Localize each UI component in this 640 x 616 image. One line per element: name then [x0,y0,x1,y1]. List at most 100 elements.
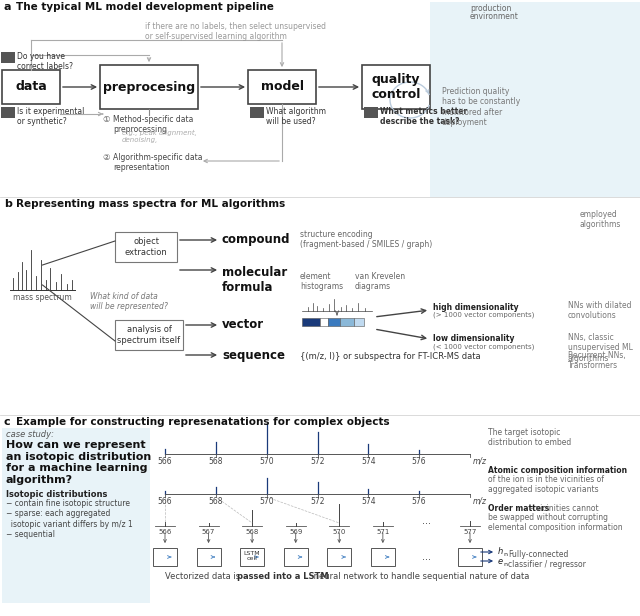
Text: Is it experimental
or synthetic?: Is it experimental or synthetic? [17,107,84,126]
Text: e: e [498,556,503,565]
Text: mass spectrum: mass spectrum [13,293,72,302]
Text: passed into a LSTM: passed into a LSTM [237,572,328,581]
Text: environment: environment [470,12,519,21]
FancyBboxPatch shape [302,318,320,326]
Text: 572: 572 [310,497,324,506]
FancyBboxPatch shape [248,70,316,104]
FancyBboxPatch shape [100,65,198,109]
Text: NNs, classic
unsupervised ML
algorithms: NNs, classic unsupervised ML algorithms [568,333,633,363]
Text: Q2: Q2 [3,54,13,60]
Text: m/z: m/z [473,497,487,506]
Text: (< 1000 vector components): (< 1000 vector components) [433,343,534,349]
FancyBboxPatch shape [2,70,60,104]
FancyBboxPatch shape [362,65,430,109]
FancyBboxPatch shape [2,428,150,603]
Text: a: a [4,2,12,12]
Text: 568: 568 [246,529,259,535]
Text: analysis of
spectrum itself: analysis of spectrum itself [117,325,180,345]
Text: Method-specific data
preprocessing: Method-specific data preprocessing [113,115,193,134]
Text: 577: 577 [463,529,477,535]
FancyBboxPatch shape [371,548,395,566]
Text: case study:: case study: [6,430,54,439]
Text: − contain fine isotopic structure
− sparse: each aggregated
  isotopic variant d: − contain fine isotopic structure − spar… [6,499,132,539]
Text: Example for constructing represenatations for complex objects: Example for constructing represenatation… [16,417,390,427]
Text: What kind of data
will be represented?: What kind of data will be represented? [90,292,168,312]
Text: {(m/z, I)} or subspectra for FT-ICR-MS data: {(m/z, I)} or subspectra for FT-ICR-MS d… [300,352,481,361]
FancyBboxPatch shape [458,548,482,566]
FancyBboxPatch shape [320,318,328,326]
Text: 576: 576 [412,497,426,506]
Text: 570: 570 [259,457,274,466]
FancyBboxPatch shape [364,107,378,118]
Text: 574: 574 [361,457,376,466]
Text: 569: 569 [289,529,303,535]
Text: van Krevelen
diagrams: van Krevelen diagrams [355,272,405,291]
Text: 576: 576 [412,457,426,466]
Text: data: data [15,81,47,94]
Text: 570: 570 [333,529,346,535]
FancyBboxPatch shape [1,52,15,63]
Text: neural network to handle sequential nature of data: neural network to handle sequential natu… [311,572,529,581]
Text: employed
algorithms: employed algorithms [580,210,621,229]
Text: 567: 567 [202,529,215,535]
Text: ①: ① [102,115,109,124]
Text: Prediction quality
has to be constantly
monitored after
deployment: Prediction quality has to be constantly … [442,87,520,127]
Text: compound: compound [222,233,291,246]
Text: preprocesing: preprocesing [103,81,195,94]
Text: Order matters: Order matters [488,504,549,513]
Text: Vectorized data is: Vectorized data is [165,572,243,581]
Text: LSTM
cell: LSTM cell [244,551,260,561]
Text: What metrics better
describe the task?: What metrics better describe the task? [380,107,467,126]
Text: 574: 574 [361,497,376,506]
Text: m/z: m/z [473,457,487,466]
FancyBboxPatch shape [430,2,640,197]
FancyBboxPatch shape [284,548,308,566]
Text: Fully-connected
classifier / regressor: Fully-connected classifier / regressor [508,550,586,569]
Text: 566: 566 [158,529,172,535]
Text: low dimensionality: low dimensionality [433,334,515,343]
Text: 568: 568 [209,497,223,506]
FancyBboxPatch shape [115,232,177,262]
FancyBboxPatch shape [1,107,15,118]
Text: if there are no labels, then select unsupervised
or self-supervised learning alg: if there are no labels, then select unsu… [145,22,326,41]
Text: vector: vector [222,318,264,331]
Text: 571: 571 [376,529,390,535]
Text: (> 1000 vector components): (> 1000 vector components) [433,312,534,318]
Text: c: c [4,417,11,427]
Text: Q4: Q4 [366,110,376,116]
Text: The target isotopic
distribution to embed: The target isotopic distribution to embe… [488,428,572,447]
Text: Q3: Q3 [252,110,262,116]
Text: ...: ... [422,552,431,562]
Text: Isotopic distributions: Isotopic distributions [6,490,108,499]
Text: e.g., peak alignment,
denoising,: e.g., peak alignment, denoising, [122,130,197,143]
FancyBboxPatch shape [153,548,177,566]
Text: 572: 572 [310,457,324,466]
Text: ②: ② [102,153,109,162]
Text: 566: 566 [157,457,172,466]
Text: b: b [4,199,12,209]
Text: 568: 568 [209,457,223,466]
FancyBboxPatch shape [196,548,221,566]
Text: of the ion is in the vicinities of
aggregated isotopic variants: of the ion is in the vicinities of aggre… [488,475,604,495]
FancyBboxPatch shape [250,107,264,118]
FancyBboxPatch shape [115,320,183,350]
Text: molecular
formula: molecular formula [222,266,287,294]
Text: Atomic composition information: Atomic composition information [488,466,627,475]
Text: structure encoding
(fragment-based / SMILES / graph): structure encoding (fragment-based / SMI… [300,230,432,249]
FancyBboxPatch shape [340,318,354,326]
FancyBboxPatch shape [327,548,351,566]
Text: Do you have
correct labels?: Do you have correct labels? [17,52,73,71]
Text: h: h [498,548,503,556]
Text: production: production [470,4,511,13]
Text: 566: 566 [157,497,172,506]
Text: object
extraction: object extraction [125,237,168,257]
Text: quality
control: quality control [371,73,420,101]
Text: 570: 570 [259,497,274,506]
Text: Recurrent NNs,
Transformers: Recurrent NNs, Transformers [568,351,626,370]
FancyBboxPatch shape [240,548,264,566]
FancyBboxPatch shape [354,318,364,326]
FancyBboxPatch shape [328,318,340,326]
Text: ...: ... [422,516,431,526]
Text: sequence: sequence [222,349,285,362]
Text: How can we represent
an isotopic distribution
for a machine learning
algorithm?: How can we represent an isotopic distrib… [6,440,151,485]
